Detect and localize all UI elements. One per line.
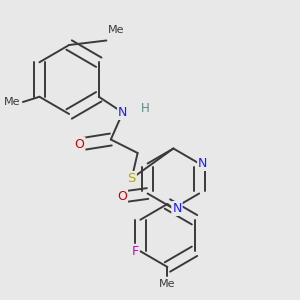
Text: O: O [75,137,85,151]
Text: O: O [117,190,127,203]
Text: Me: Me [159,279,176,289]
Text: N: N [198,157,207,170]
Text: N: N [172,202,182,215]
Text: H: H [141,102,149,115]
Text: S: S [128,172,136,185]
Text: N: N [118,106,128,119]
Text: Me: Me [108,25,124,35]
Text: F: F [131,245,139,258]
Text: Me: Me [4,97,21,107]
